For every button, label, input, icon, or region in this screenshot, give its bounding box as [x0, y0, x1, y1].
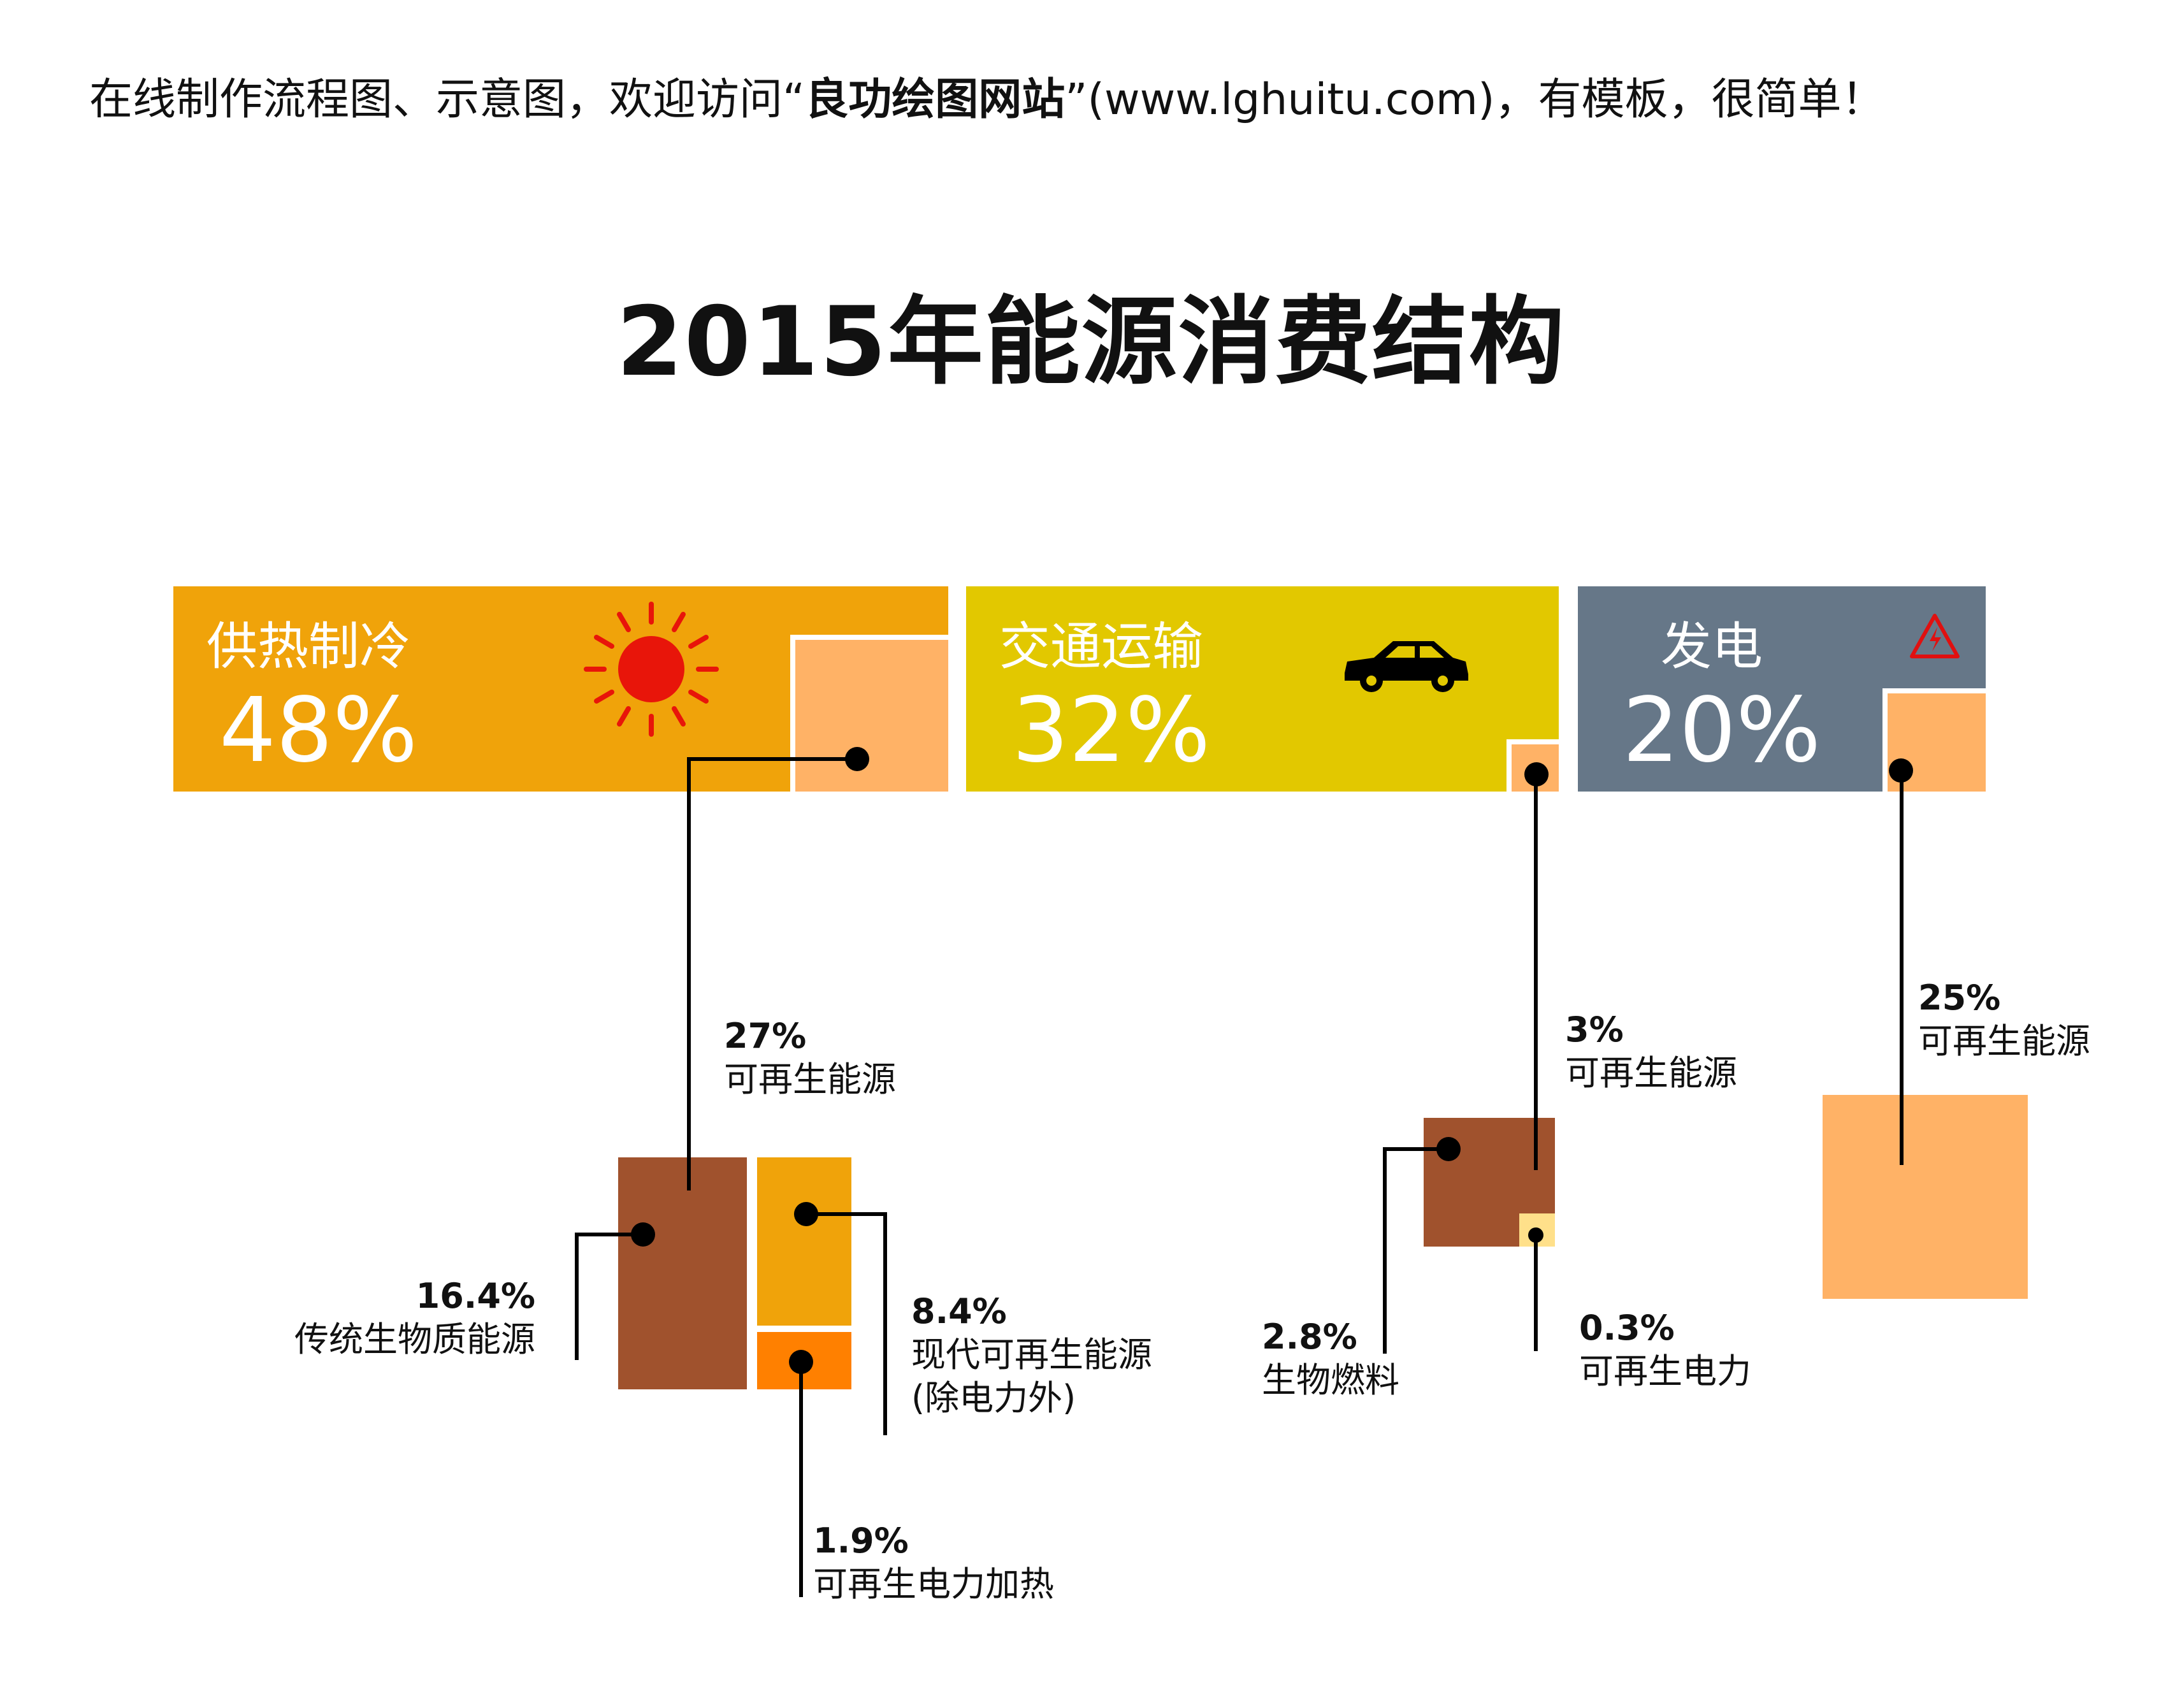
banner-suffix: ”(www.lghuitu.com)，有模板，很简单！ — [1065, 75, 1885, 125]
power-renewable-label: 25% 可再生能源 — [1918, 976, 2090, 1063]
connector-dot — [1436, 1137, 1461, 1161]
heat-renewable-label: 27% 可再生能源 — [724, 1015, 896, 1101]
renewable-power-label: 0.3% 可再生电力 — [1579, 1306, 1751, 1393]
traditional-biomass-bar — [618, 1157, 747, 1389]
power-renewable-percent: 25% — [1918, 978, 2001, 1018]
electric-heating-percent: 1.9% — [813, 1521, 909, 1561]
renewable-power-name: 可再生电力 — [1579, 1351, 1751, 1391]
connector-line — [883, 1212, 887, 1435]
heat-renewable-percent: 27% — [724, 1016, 807, 1056]
connector-line — [1534, 772, 1538, 1170]
heat-renewable-name: 可再生能源 — [724, 1059, 896, 1099]
heating-panel: 供热制冷 48% — [173, 586, 948, 792]
promo-banner: 在线制作流程图、示意图，欢迎访问“良功绘图网站”(www.lghuitu.com… — [89, 64, 1885, 127]
traditional-biomass-label: 16.4% 传统生物质能源 — [268, 1275, 535, 1361]
connector-dot — [1524, 762, 1549, 786]
biofuel-label: 2.8% 生物燃料 — [1262, 1315, 1399, 1402]
power-renewable-square — [1882, 688, 1986, 792]
heating-percent: 48% — [219, 679, 418, 783]
connector-line — [575, 1233, 579, 1360]
traditional-biomass-name: 传统生物质能源 — [294, 1319, 535, 1359]
connector-dot — [845, 747, 869, 771]
banner-prefix: 在线制作流程图、示意图，欢迎访问“ — [89, 75, 806, 125]
high-voltage-warning-icon — [1910, 614, 1960, 658]
connector-dot — [789, 1350, 813, 1374]
sun-icon — [584, 602, 719, 737]
connector-line — [1383, 1147, 1387, 1354]
connector-line — [1383, 1147, 1449, 1151]
connector-line — [1900, 771, 1904, 1165]
chart-title: 2015年能源消费结构 — [616, 287, 1566, 398]
renewable-power-percent: 0.3% — [1579, 1308, 1675, 1348]
banner-brand[interactable]: 良功绘图网站 — [805, 75, 1066, 125]
power-label: 发电 — [1661, 617, 1763, 676]
connector-line — [687, 757, 691, 1191]
electric-heating-label: 1.9% 可再生电力加热 — [813, 1519, 1054, 1606]
transport-renewable-name: 可再生能源 — [1565, 1053, 1737, 1093]
biofuel-percent: 2.8% — [1262, 1317, 1357, 1357]
modern-renewable-name: 现代可再生能源 — [911, 1335, 1152, 1375]
transport-panel: 交通运输 32% — [966, 586, 1559, 792]
connector-dot — [1889, 758, 1913, 783]
transport-percent: 32% — [1012, 679, 1211, 783]
power-panel: 发电 20% — [1578, 586, 1986, 792]
car-icon — [1345, 641, 1468, 692]
connector-line — [687, 757, 859, 761]
connector-dot — [1528, 1227, 1543, 1243]
traditional-biomass-percent: 16.4% — [415, 1276, 535, 1316]
heating-renewable-square — [790, 635, 948, 792]
transport-renewable-percent: 3% — [1565, 1010, 1624, 1050]
connector-line — [575, 1233, 644, 1236]
modern-renewable-bar — [757, 1157, 851, 1326]
modern-renewable-percent: 8.4% — [911, 1291, 1007, 1331]
biofuel-name: 生物燃料 — [1262, 1360, 1399, 1400]
power-renewable-name: 可再生能源 — [1918, 1021, 2090, 1061]
connector-line — [1534, 1236, 1538, 1351]
connector-line — [799, 1361, 803, 1597]
modern-renewable-label: 8.4% 现代可再生能源 (除电力外) — [911, 1290, 1152, 1420]
transport-renewable-label: 3% 可再生能源 — [1565, 1008, 1737, 1095]
electric-heating-name: 可再生电力加热 — [813, 1564, 1054, 1604]
connector-line — [807, 1212, 887, 1216]
connector-dot — [794, 1202, 818, 1226]
transport-label: 交通运输 — [999, 617, 1203, 676]
power-renewable-bar — [1823, 1095, 2028, 1299]
power-percent: 20% — [1622, 679, 1821, 783]
modern-renewable-note: (除电力外) — [911, 1378, 1076, 1418]
connector-dot — [631, 1222, 655, 1247]
heating-label: 供热制冷 — [206, 617, 410, 676]
